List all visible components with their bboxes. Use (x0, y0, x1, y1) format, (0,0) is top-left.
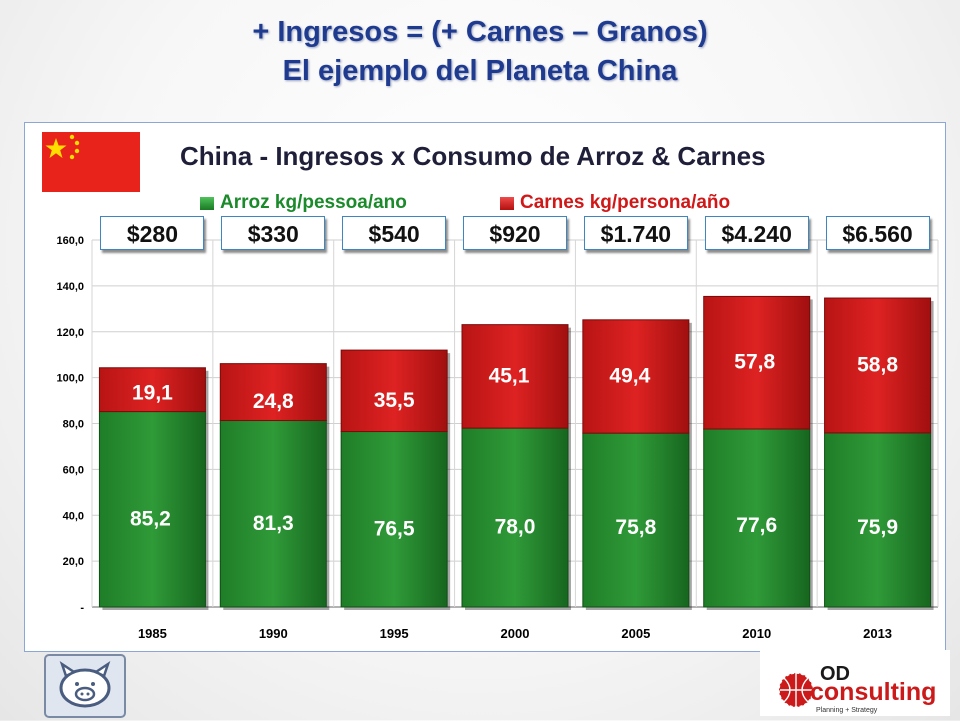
y-tick-label: 80,0 (63, 419, 84, 431)
income-box-1990: $330 (221, 216, 326, 250)
value-label-arroz: 75,9 (857, 516, 898, 539)
bar-arroz-2000 (461, 427, 569, 608)
slide-title-line1: + Ingresos = (+ Carnes – Granos) (252, 16, 708, 48)
bar-carnes-2000 (461, 324, 569, 429)
y-tick-label: 40,0 (63, 510, 84, 522)
globe-icon (778, 672, 814, 708)
y-tick-label: 60,0 (63, 464, 84, 476)
value-label-carnes: 45,1 (489, 364, 530, 387)
bar-carnes-1985 (98, 367, 206, 413)
x-tick-label: 2010 (742, 626, 771, 641)
bar-carnes-2005 (582, 319, 690, 434)
y-tick-label: 100,0 (56, 373, 84, 385)
y-tick-label: - (80, 602, 84, 614)
value-label-arroz: 81,3 (253, 512, 294, 535)
value-label-arroz: 85,2 (130, 507, 171, 530)
y-tick-label: 160,0 (56, 235, 84, 247)
value-label-arroz: 76,5 (374, 517, 415, 540)
bar-arroz-1995 (340, 431, 448, 608)
x-tick-label: 2005 (621, 626, 650, 641)
value-label-carnes: 57,8 (734, 351, 775, 374)
slide-title-line2: El ejemplo del Planeta China (282, 55, 678, 87)
bar-arroz-2005 (582, 432, 690, 608)
od-consulting-logo: OD consulting Planning + Strategy (760, 650, 950, 716)
legend-carnes-label: Carnes kg/persona/año (520, 192, 731, 213)
bar-arroz-1985 (98, 411, 206, 608)
value-label-carnes: 35,5 (374, 389, 415, 412)
income-box-2013: $6.560 (825, 216, 930, 250)
chart-title: China - Ingresos x Consumo de Arroz & Ca… (180, 141, 766, 171)
income-box-1995: $540 (342, 216, 447, 250)
x-tick-label: 1995 (380, 626, 409, 641)
value-label-arroz: 75,8 (615, 516, 656, 539)
consulting-logo-text: consulting (810, 678, 936, 706)
x-tick-label: 2013 (863, 626, 892, 641)
legend-arroz: Arroz kg/pessoa/ano (200, 192, 407, 214)
value-label-carnes: 58,8 (857, 353, 898, 376)
bar-carnes-2010 (703, 295, 811, 430)
bar-arroz-2013 (824, 432, 932, 608)
value-label-carnes: 24,8 (253, 390, 294, 413)
bar-carnes-1990 (219, 363, 327, 422)
legend-carnes-swatch (500, 196, 514, 210)
legend-arroz-swatch (200, 196, 214, 210)
value-label-carnes: 19,1 (132, 382, 173, 405)
x-tick-label: 1990 (259, 626, 288, 641)
china-flag-icon (42, 132, 140, 192)
income-box-1985: $280 (100, 216, 205, 250)
planning-strategy-text: Planning + Strategy (816, 707, 878, 714)
y-tick-label: 120,0 (56, 327, 84, 339)
income-box-2005: $1.740 (583, 216, 688, 250)
x-tick-label: 1985 (138, 626, 167, 641)
y-tick-label: 140,0 (56, 281, 84, 293)
x-tick-label: 2000 (501, 626, 530, 641)
bar-arroz-1990 (219, 420, 327, 608)
value-label-arroz: 77,6 (736, 514, 777, 537)
bar-carnes-2013 (824, 297, 932, 434)
value-label-carnes: 49,4 (609, 364, 650, 387)
bar-carnes-1995 (340, 349, 448, 433)
bar-arroz-2010 (703, 428, 811, 608)
income-box-2010: $4.240 (704, 216, 809, 250)
legend-carnes: Carnes kg/persona/año (500, 192, 730, 214)
od-logo-text: OD (820, 663, 850, 685)
value-label-arroz: 78,0 (495, 516, 536, 539)
y-tick-label: 20,0 (63, 556, 84, 568)
income-box-2000: $920 (463, 216, 567, 250)
legend-arroz-label: Arroz kg/pessoa/ano (220, 192, 407, 213)
pig-logo-icon (44, 654, 126, 718)
